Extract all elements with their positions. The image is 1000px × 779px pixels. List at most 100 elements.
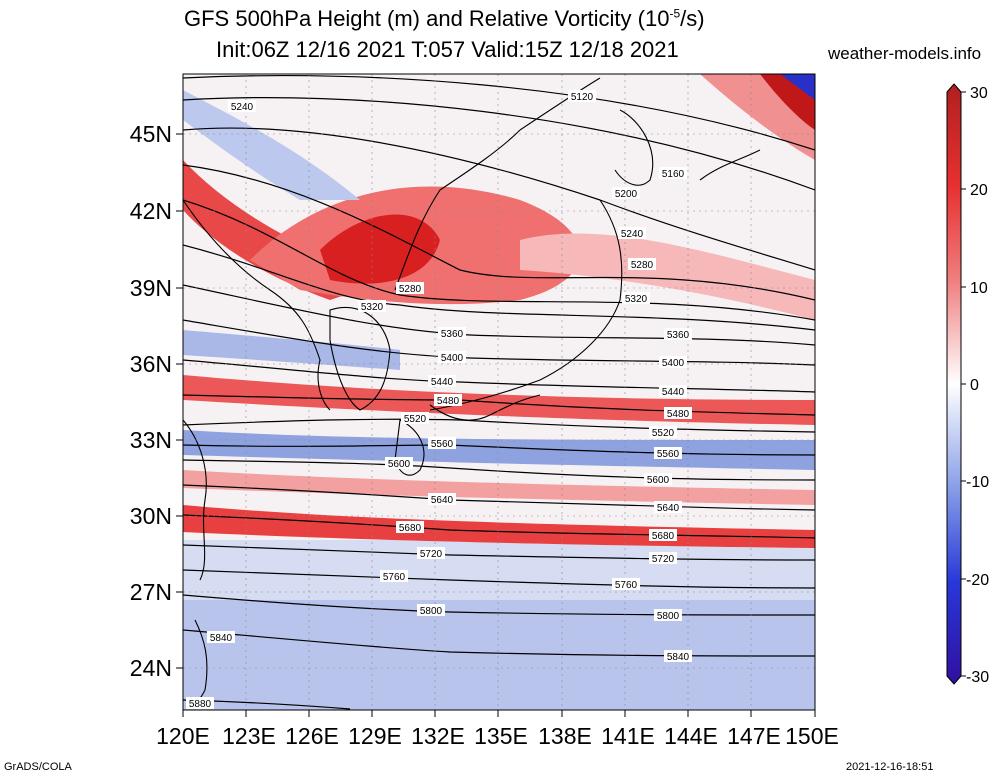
lat-label: 33N xyxy=(130,427,172,453)
lon-label: 123E xyxy=(222,723,276,749)
colorbar-scale xyxy=(946,83,962,685)
svg-text:5440: 5440 xyxy=(431,377,454,388)
colorbar: 30 20 10 0 -10 -20 -30 xyxy=(946,83,989,686)
contour-label: 5400 xyxy=(659,356,687,369)
svg-text:5360: 5360 xyxy=(441,329,464,340)
graticule xyxy=(183,74,815,710)
contour-label: 5120 xyxy=(568,90,596,103)
svg-text:5240: 5240 xyxy=(231,102,254,113)
contour-label: 5800 xyxy=(417,604,445,617)
contour-label: 5480 xyxy=(664,407,692,420)
lon-label: 126E xyxy=(285,723,339,749)
svg-text:5520: 5520 xyxy=(404,414,427,425)
svg-text:5440: 5440 xyxy=(662,387,685,398)
svg-text:5600: 5600 xyxy=(388,459,411,470)
chart-title-line1: GFS 500hPa Height (m) and Relative Vorti… xyxy=(184,6,705,31)
contour-label: 5760 xyxy=(612,578,640,591)
vorticity-field xyxy=(183,74,815,710)
svg-text:5680: 5680 xyxy=(652,531,675,542)
contour-label: 5640 xyxy=(654,501,682,514)
lat-label: 30N xyxy=(130,503,172,529)
lat-label: 39N xyxy=(130,275,172,301)
contour-label: 5680 xyxy=(396,521,424,534)
colorbar-label: 10 xyxy=(970,280,988,297)
svg-text:5840: 5840 xyxy=(210,633,233,644)
longitude-labels: 120E 123E 126E 129E 132E 135E 138E 141E … xyxy=(156,723,839,749)
lon-label: 132E xyxy=(411,723,465,749)
lat-label: 27N xyxy=(130,579,172,605)
contour-label: 5720 xyxy=(649,552,677,565)
svg-text:5320: 5320 xyxy=(625,294,648,305)
contour-label: 5640 xyxy=(428,493,456,506)
contour-label: 5520 xyxy=(401,412,429,425)
lon-label: 138E xyxy=(538,723,592,749)
svg-text:5800: 5800 xyxy=(420,606,443,617)
svg-text:5320: 5320 xyxy=(361,302,384,313)
svg-text:5400: 5400 xyxy=(441,353,464,364)
contour-label: 5400 xyxy=(438,351,466,364)
contour-label: 5600 xyxy=(385,457,413,470)
svg-text:5280: 5280 xyxy=(631,260,654,271)
svg-text:5720: 5720 xyxy=(652,554,675,565)
svg-text:5520: 5520 xyxy=(652,428,675,439)
contour-label: 5800 xyxy=(654,609,682,622)
generation-timestamp: 2021-12-16-18:51 xyxy=(846,761,934,773)
contour-label: 5560 xyxy=(654,447,682,460)
lon-label: 147E xyxy=(727,723,781,749)
svg-text:5760: 5760 xyxy=(383,572,406,583)
svg-text:5480: 5480 xyxy=(437,396,460,407)
contour-label: 5320 xyxy=(358,300,386,313)
contour-label: 5240 xyxy=(228,100,256,113)
contour-label: 5840 xyxy=(664,650,692,663)
svg-text:5280: 5280 xyxy=(399,284,422,295)
contour-label: 5720 xyxy=(417,547,445,560)
coastlines xyxy=(183,77,761,709)
lon-label: 129E xyxy=(348,723,402,749)
contour-label: 5680 xyxy=(649,529,677,542)
contour-label: 5760 xyxy=(380,570,408,583)
lat-label: 42N xyxy=(130,198,172,224)
lat-label: 36N xyxy=(130,351,172,377)
svg-text:5760: 5760 xyxy=(615,580,638,591)
colorbar-label: -10 xyxy=(966,474,989,491)
height-contours xyxy=(183,75,815,710)
contour-label: 5480 xyxy=(434,394,462,407)
latitude-labels: 45N 42N 39N 36N 33N 30N 27N 24N xyxy=(130,121,172,681)
svg-text:5720: 5720 xyxy=(420,549,443,560)
lat-label: 45N xyxy=(130,121,172,147)
map-frame xyxy=(182,73,816,711)
contour-labels: 5120 5160 5200 5240 5240 5280 5280 5320 … xyxy=(186,90,692,710)
colorbar-label: -30 xyxy=(966,669,989,686)
svg-text:5120: 5120 xyxy=(571,92,594,103)
contour-label: 5520 xyxy=(649,426,677,439)
axis-ticks xyxy=(176,133,816,717)
contour-label: 5360 xyxy=(664,328,692,341)
contour-label: 5360 xyxy=(438,327,466,340)
svg-text:5200: 5200 xyxy=(615,189,638,200)
lat-label: 24N xyxy=(130,655,172,681)
site-credit: weather-models.info xyxy=(828,44,982,63)
contour-label: 5200 xyxy=(612,187,640,200)
contour-label: 5280 xyxy=(628,258,656,271)
svg-text:5880: 5880 xyxy=(189,699,212,710)
lon-label: 135E xyxy=(474,723,528,749)
svg-text:5840: 5840 xyxy=(667,652,690,663)
svg-text:5600: 5600 xyxy=(647,475,670,486)
colorbar-label: -20 xyxy=(966,572,989,589)
svg-text:5560: 5560 xyxy=(431,439,454,450)
colorbar-label: 0 xyxy=(970,377,979,394)
contour-label: 5240 xyxy=(618,227,646,240)
svg-text:5160: 5160 xyxy=(662,169,685,180)
contour-label: 5880 xyxy=(186,697,214,710)
colorbar-label: 20 xyxy=(970,182,988,199)
svg-text:5640: 5640 xyxy=(657,503,680,514)
lon-label: 120E xyxy=(156,723,210,749)
contour-label: 5600 xyxy=(644,473,672,486)
svg-text:5800: 5800 xyxy=(657,611,680,622)
contour-label: 5440 xyxy=(659,385,687,398)
contour-label: 5280 xyxy=(396,282,424,295)
svg-text:5680: 5680 xyxy=(399,523,422,534)
lon-label: 144E xyxy=(664,723,718,749)
software-credit: GrADS/COLA xyxy=(4,761,72,773)
